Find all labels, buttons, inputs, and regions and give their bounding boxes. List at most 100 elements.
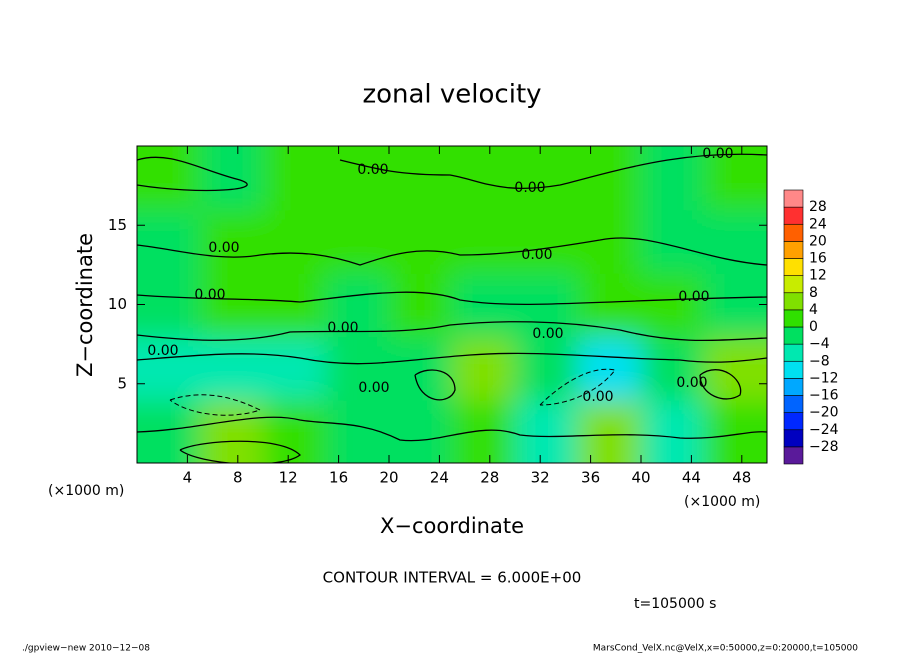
field-cell bbox=[578, 336, 642, 401]
field-cell bbox=[200, 209, 264, 274]
colorbar-box bbox=[783, 206, 804, 225]
colorbar-label: −28 bbox=[809, 439, 839, 455]
colorbar-box bbox=[783, 343, 804, 362]
field-cell bbox=[578, 272, 642, 338]
field bbox=[137, 146, 767, 463]
chart-title: zonal velocity bbox=[362, 80, 541, 110]
colorbar-box bbox=[783, 189, 804, 208]
colorbar-label: 12 bbox=[809, 268, 827, 284]
contours bbox=[137, 153, 767, 463]
field-cell bbox=[137, 146, 201, 211]
colorbar-label: 4 bbox=[809, 302, 818, 318]
field-cell bbox=[200, 272, 264, 338]
field-cell bbox=[389, 209, 453, 274]
contour-label: 0.00 bbox=[194, 287, 225, 303]
colorbar-label: −4 bbox=[809, 336, 830, 352]
colorbar-box bbox=[783, 360, 804, 379]
x-tick-label: 28 bbox=[480, 469, 499, 487]
contour-label: 0.00 bbox=[582, 389, 613, 405]
contour-label: 0.00 bbox=[676, 375, 707, 391]
field-cell bbox=[641, 336, 705, 401]
colorbar-box bbox=[783, 223, 804, 242]
contour-label: 0.00 bbox=[208, 240, 239, 256]
field-cell bbox=[452, 336, 516, 401]
field-cell bbox=[641, 399, 705, 463]
contour-label: 0.00 bbox=[514, 180, 545, 196]
colorbar-box bbox=[783, 275, 804, 294]
field-cell bbox=[326, 336, 390, 401]
colorbar-label: −8 bbox=[809, 353, 830, 369]
contour-label: 0.00 bbox=[532, 326, 563, 342]
x-tick-label: 8 bbox=[233, 469, 243, 487]
field-cell bbox=[704, 146, 767, 211]
field-cell bbox=[515, 399, 579, 463]
field-cell bbox=[137, 336, 201, 401]
field-cell bbox=[641, 272, 705, 338]
colorbar-box bbox=[783, 309, 804, 328]
field-cell bbox=[326, 146, 390, 211]
y-axis-title: Z−coordinate bbox=[73, 233, 97, 377]
colorbar-label: 0 bbox=[809, 319, 818, 335]
x-tick-label: 40 bbox=[631, 469, 650, 487]
field-cell bbox=[452, 272, 516, 338]
x-tick-label: 12 bbox=[279, 469, 298, 487]
colorbar-label: 16 bbox=[809, 251, 827, 267]
colorbar-label: 20 bbox=[809, 233, 827, 249]
field-cell bbox=[704, 336, 767, 401]
contour-label: 0.00 bbox=[358, 380, 389, 396]
colorbar-label: 8 bbox=[809, 285, 818, 301]
time-label: t=105000 s bbox=[634, 596, 716, 612]
contour-label: 0.00 bbox=[327, 320, 358, 336]
colorbar-box bbox=[783, 241, 804, 259]
field-cell bbox=[704, 209, 767, 274]
colorbar-box bbox=[783, 429, 804, 448]
x-tick-label: 24 bbox=[430, 469, 449, 487]
x-tick-label: 4 bbox=[183, 469, 193, 487]
field-cell bbox=[389, 272, 453, 338]
x-unit-label: (×1000 m) bbox=[48, 483, 124, 499]
colorbar-box bbox=[783, 395, 804, 413]
colorbar-box bbox=[783, 378, 804, 396]
field-cell bbox=[389, 146, 453, 211]
field-cell bbox=[515, 209, 579, 274]
colorbar-box bbox=[783, 326, 804, 345]
x-unit-label: (×1000 m) bbox=[684, 494, 760, 510]
y-tick-label: 15 bbox=[108, 216, 127, 234]
contour-label: 0.00 bbox=[521, 247, 552, 263]
field-cell bbox=[704, 399, 767, 463]
field-cell bbox=[263, 272, 327, 338]
contour-label: 0.00 bbox=[702, 146, 733, 162]
field-cell bbox=[263, 399, 327, 463]
colorbar-label: −24 bbox=[809, 422, 839, 438]
x-tick-label: 32 bbox=[531, 469, 550, 487]
footer-left: ./gpview−new 2010−12−08 bbox=[22, 644, 150, 654]
colorbar-label: 24 bbox=[809, 216, 827, 232]
contour-label: 0.00 bbox=[678, 289, 709, 305]
field-cell bbox=[200, 399, 264, 463]
x-tick-label: 20 bbox=[379, 469, 398, 487]
x-tick-label: 44 bbox=[682, 469, 701, 487]
colorbar-box bbox=[783, 412, 804, 431]
field-cell bbox=[515, 146, 579, 211]
x-tick-label: 36 bbox=[581, 469, 600, 487]
field-cell bbox=[704, 272, 767, 338]
field-cell bbox=[515, 336, 579, 401]
field-cell bbox=[515, 272, 579, 338]
colorbar-label: −12 bbox=[809, 370, 839, 386]
field-cell bbox=[389, 399, 453, 463]
colorbar-label: −20 bbox=[809, 405, 839, 421]
contour-label: 0.00 bbox=[357, 162, 388, 178]
footer-right: MarsCond_VelX.nc@VelX,x=0:50000,z=0:2000… bbox=[593, 644, 858, 654]
field-cell bbox=[452, 209, 516, 274]
y-tick-label: 5 bbox=[117, 374, 127, 392]
field-cell bbox=[137, 272, 201, 338]
field-cell bbox=[326, 272, 390, 338]
x-tick-label: 48 bbox=[732, 469, 751, 487]
field-cell bbox=[137, 209, 201, 274]
contour-interval: CONTOUR INTERVAL = 6.000E+00 bbox=[323, 569, 582, 587]
field-cell bbox=[263, 146, 327, 211]
field-cell bbox=[578, 399, 642, 463]
colorbar-box bbox=[783, 446, 804, 465]
field-cell bbox=[326, 209, 390, 274]
